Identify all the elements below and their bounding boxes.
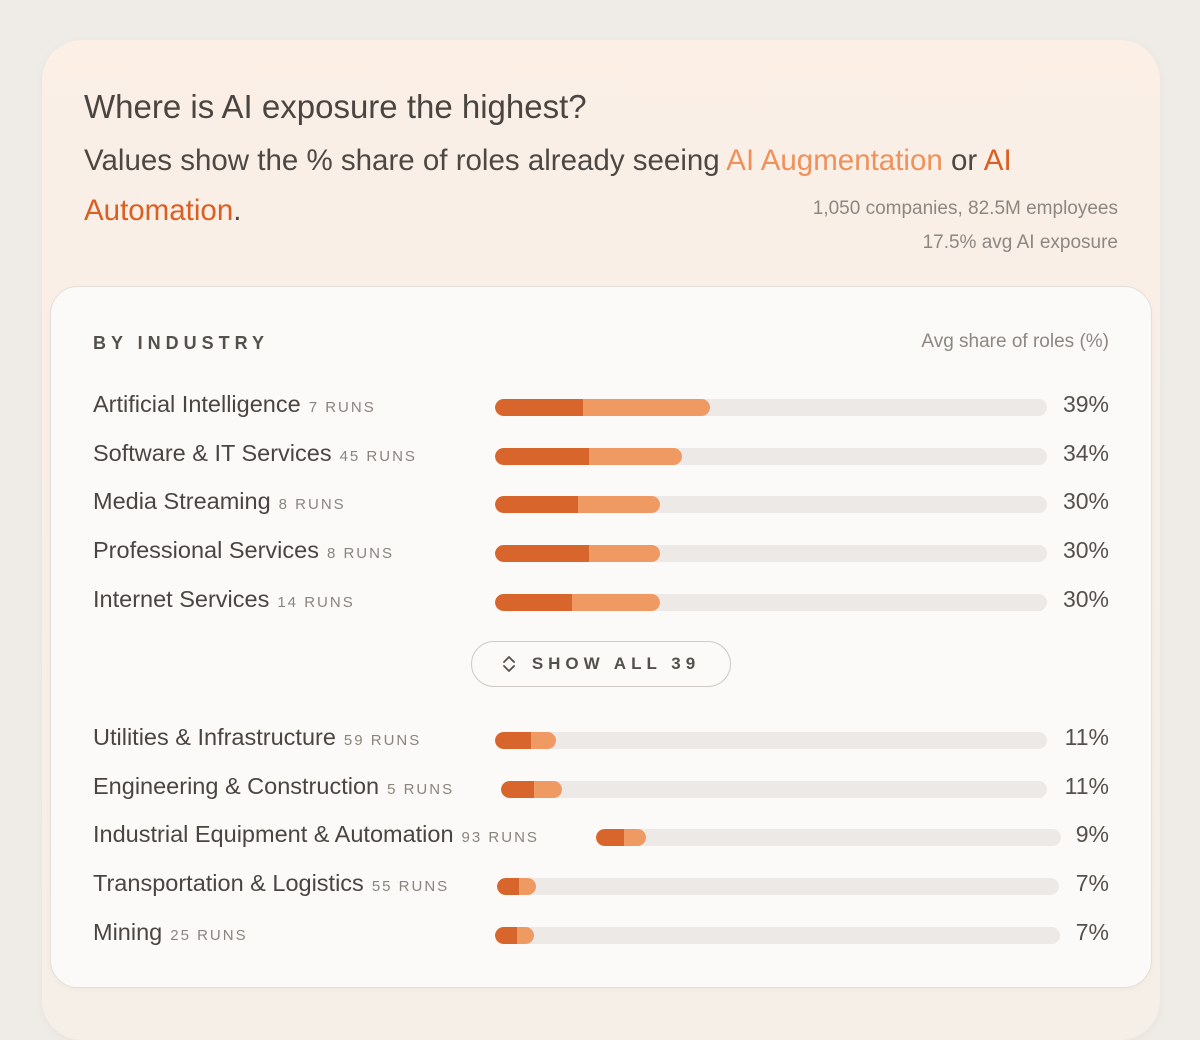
meta-avg-exposure: 17.5% avg AI exposure bbox=[922, 232, 1118, 253]
table-row: Mining 25 RUNS 7% bbox=[51, 915, 1151, 955]
bar-augmentation bbox=[534, 781, 562, 798]
runs-count: 59 RUNS bbox=[343, 732, 422, 749]
bar-track bbox=[495, 399, 1047, 416]
bar-track bbox=[495, 927, 1060, 944]
row-label: Transportation & Logistics 55 RUNS bbox=[93, 870, 449, 897]
row-label: Industrial Equipment & Automation 93 RUNS bbox=[93, 821, 539, 848]
bar-automation bbox=[495, 545, 589, 562]
industry-name: Engineering & Construction bbox=[93, 773, 380, 799]
expand-vertical-icon bbox=[502, 656, 515, 672]
show-all-button[interactable]: SHOW ALL 39 bbox=[471, 641, 731, 687]
subtitle-augmentation: AI Augmentation bbox=[726, 144, 943, 177]
value-label: 30% bbox=[1062, 488, 1109, 514]
runs-count: 7 RUNS bbox=[308, 399, 376, 416]
bar-augmentation bbox=[530, 732, 556, 749]
row-label: Internet Services 14 RUNS bbox=[93, 586, 355, 613]
table-row: Professional Services 8 RUNS 30% bbox=[51, 533, 1151, 573]
bar-automation bbox=[495, 399, 583, 416]
bar-automation bbox=[495, 594, 572, 611]
table-row: Media Streaming 8 RUNS 30% bbox=[51, 484, 1151, 524]
industry-name: Internet Services bbox=[93, 586, 270, 612]
value-label: 11% bbox=[1064, 724, 1109, 750]
meta-companies: 1,050 companies, 82.5M employees bbox=[812, 198, 1118, 219]
value-label: 34% bbox=[1062, 440, 1109, 466]
bar-automation bbox=[495, 448, 589, 465]
bar-augmentation bbox=[572, 594, 660, 611]
value-label: 7% bbox=[1075, 870, 1109, 896]
subtitle-prefix: Values show the % share of roles already… bbox=[84, 144, 727, 177]
page-subtitle: Values show the % share of roles already… bbox=[84, 136, 1124, 236]
bar-track bbox=[495, 545, 1047, 562]
value-label: 7% bbox=[1075, 919, 1109, 945]
column-header: Avg share of roles (%) bbox=[921, 331, 1109, 352]
industry-name: Media Streaming bbox=[93, 488, 271, 514]
row-label: Professional Services 8 RUNS bbox=[93, 537, 394, 564]
section-label: BY INDUSTRY bbox=[93, 333, 270, 353]
value-label: 30% bbox=[1062, 586, 1109, 612]
bar-automation bbox=[495, 496, 578, 513]
row-label: Artificial Intelligence 7 RUNS bbox=[93, 391, 376, 418]
table-row: Internet Services 14 RUNS 30% bbox=[51, 582, 1151, 622]
industry-name: Artificial Intelligence bbox=[93, 391, 301, 417]
bar-track bbox=[495, 732, 1047, 749]
show-all-label: SHOW ALL 39 bbox=[531, 654, 701, 673]
runs-count: 25 RUNS bbox=[170, 927, 248, 944]
bar-track bbox=[495, 448, 1047, 465]
subtitle-suffix: . bbox=[233, 194, 242, 227]
bar-augmentation bbox=[577, 496, 660, 513]
bar-automation bbox=[501, 781, 534, 798]
bar-augmentation bbox=[588, 448, 682, 465]
bar-track bbox=[495, 594, 1047, 611]
bar-automation bbox=[497, 878, 519, 895]
row-label: Software & IT Services 45 RUNS bbox=[93, 440, 417, 467]
industry-name: Professional Services bbox=[93, 537, 319, 563]
bar-automation bbox=[495, 927, 517, 944]
runs-count: 5 RUNS bbox=[387, 781, 455, 798]
bar-track bbox=[501, 781, 1047, 798]
table-row: Utilities & Infrastructure 59 RUNS 11% bbox=[51, 720, 1151, 760]
row-label: Mining 25 RUNS bbox=[93, 919, 248, 946]
bar-augmentation bbox=[588, 545, 660, 562]
industry-name: Software & IT Services bbox=[93, 440, 332, 466]
row-label: Utilities & Infrastructure 59 RUNS bbox=[93, 724, 421, 751]
value-label: 11% bbox=[1064, 773, 1109, 799]
page-title: Where is AI exposure the highest? bbox=[84, 88, 587, 125]
bar-augmentation bbox=[517, 927, 534, 944]
bar-automation bbox=[495, 732, 531, 749]
runs-count: 45 RUNS bbox=[339, 448, 417, 465]
bar-automation bbox=[596, 829, 624, 846]
table-row: Engineering & Construction 5 RUNS 11% bbox=[51, 769, 1151, 809]
bar-augmentation bbox=[583, 399, 710, 416]
table-row: Artificial Intelligence 7 RUNS 39% bbox=[51, 387, 1151, 427]
runs-count: 93 RUNS bbox=[461, 829, 539, 846]
industry-name: Industrial Equipment & Automation bbox=[93, 821, 454, 847]
bar-track bbox=[596, 829, 1061, 846]
row-label: Media Streaming 8 RUNS bbox=[93, 488, 346, 515]
industry-name: Transportation & Logistics bbox=[93, 870, 364, 896]
bar-augmentation bbox=[519, 878, 536, 895]
bar-track bbox=[497, 878, 1059, 895]
table-row: Software & IT Services 45 RUNS 34% bbox=[51, 436, 1151, 476]
row-label: Engineering & Construction 5 RUNS bbox=[93, 773, 454, 800]
subtitle-mid: or bbox=[942, 144, 984, 177]
industry-name: Utilities & Infrastructure bbox=[93, 724, 336, 750]
bar-track bbox=[495, 496, 1047, 513]
runs-count: 8 RUNS bbox=[278, 496, 346, 513]
runs-count: 14 RUNS bbox=[277, 594, 355, 611]
runs-count: 8 RUNS bbox=[326, 545, 394, 562]
value-label: 9% bbox=[1075, 821, 1109, 847]
industry-card: BY INDUSTRY Avg share of roles (%) Artif… bbox=[50, 286, 1152, 988]
subtitle-automation: AI Automation bbox=[84, 144, 1012, 227]
table-row: Transportation & Logistics 55 RUNS 7% bbox=[51, 866, 1151, 906]
industry-name: Mining bbox=[93, 919, 163, 945]
value-label: 30% bbox=[1062, 537, 1109, 563]
table-row: Industrial Equipment & Automation 93 RUNS… bbox=[51, 817, 1151, 857]
runs-count: 55 RUNS bbox=[371, 878, 450, 895]
bar-augmentation bbox=[623, 829, 646, 846]
value-label: 39% bbox=[1062, 391, 1109, 417]
